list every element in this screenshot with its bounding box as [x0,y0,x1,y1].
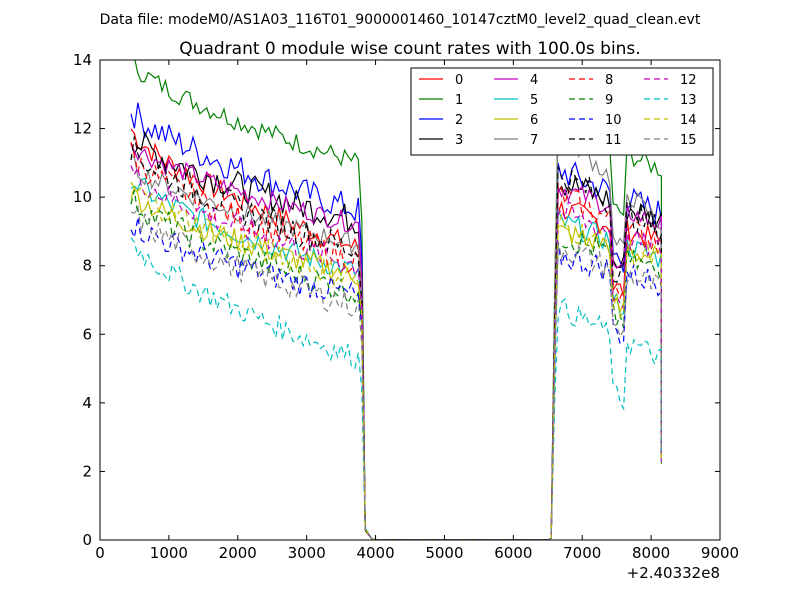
series-lines [130,60,662,540]
series-line-7 [130,127,662,540]
figure-suptitle: Data file: modeM0/AS1A03_116T01_90000014… [100,12,701,28]
legend-label-13: 13 [680,93,697,108]
y-tick-label: 2 [82,462,92,480]
legend-label-6: 6 [530,113,538,128]
series-line-12 [130,165,662,540]
series-line-6 [130,185,662,540]
x-tick-label: 3000 [288,544,326,562]
x-tick-label: 7000 [563,544,601,562]
series-line-15 [130,205,662,540]
legend-label-1: 1 [455,93,463,108]
legend-label-15: 15 [680,133,697,148]
legend-label-11: 11 [605,133,622,148]
plot-frame [99,59,721,541]
legend-box [410,67,714,156]
series-line-14 [130,181,662,540]
y-tick-label: 6 [82,325,92,343]
x-tick-label: 8000 [632,544,670,562]
series-line-4 [130,144,662,540]
legend-label-7: 7 [530,133,538,148]
x-tick-label: 2000 [219,544,257,562]
y-tick-label: 14 [73,51,92,69]
series-line-13 [130,237,662,540]
legend-label-14: 14 [680,113,697,128]
series-line-8 [130,141,662,540]
x-tick-label: 9000 [701,544,739,562]
series-line-10 [130,217,662,540]
legend-label-0: 0 [455,73,463,88]
series-line-11 [130,136,662,540]
x-offset-label: +2.40332e8 [627,564,720,582]
x-tick-label: 6000 [494,544,532,562]
series-line-0 [130,128,662,540]
y-tick-label: 12 [73,120,92,138]
series-line-9 [130,190,662,540]
y-tick-label: 10 [73,188,92,206]
legend-label-10: 10 [605,113,622,128]
legend-label-8: 8 [605,73,613,88]
x-tick-label: 4000 [356,544,394,562]
legend-label-12: 12 [680,73,697,88]
legend-label-5: 5 [530,93,538,108]
chart-title: Quadrant 0 module wise count rates with … [179,39,640,59]
legend-label-4: 4 [530,73,538,88]
y-tick-label: 4 [82,394,92,412]
legend-label-9: 9 [605,93,613,108]
legend-label-3: 3 [455,133,463,148]
legend-label-2: 2 [455,113,463,128]
series-line-2 [130,102,662,540]
x-tick-label: 0 [95,544,105,562]
x-tick-label: 1000 [150,544,188,562]
y-tick-label: 8 [82,257,92,275]
axis-ticks: 0 1000 2000 3000 4000 5000 6000 7000 8000 9000 0 2 4… [73,51,739,562]
series-line-3 [130,130,662,540]
y-tick-label: 0 [82,531,92,549]
x-tick-label: 5000 [425,544,463,562]
